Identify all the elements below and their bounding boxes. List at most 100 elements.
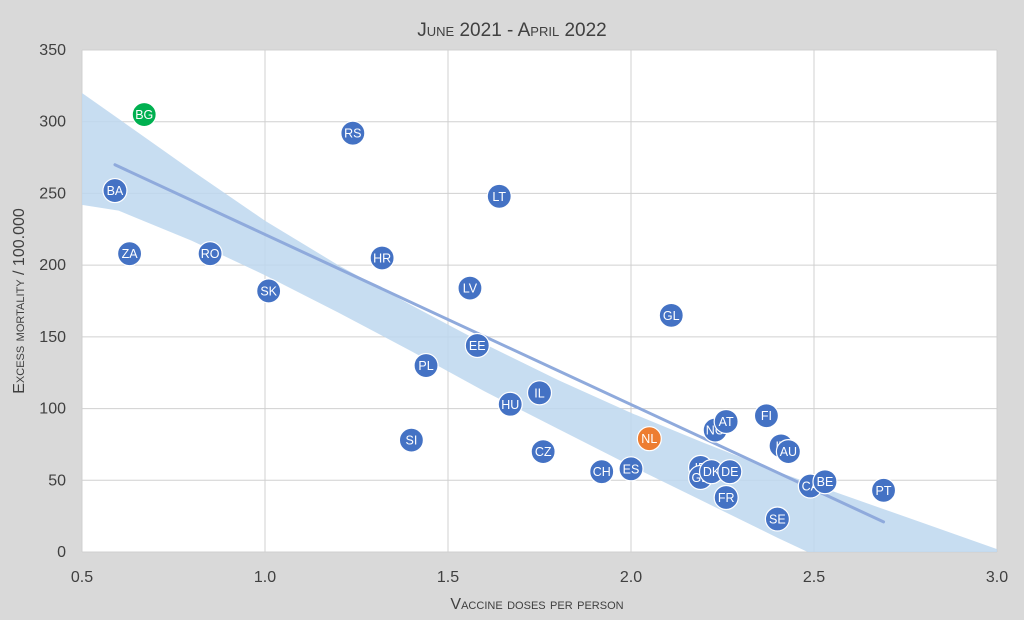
y-tick-label: 150	[39, 329, 66, 346]
data-point-rs: RS	[340, 120, 366, 146]
data-point-label: LT	[492, 190, 506, 204]
data-point-label: FR	[718, 491, 735, 505]
x-tick-label: 1.5	[437, 569, 459, 586]
data-point-marker	[102, 177, 128, 204]
x-axis-label: Vaccine doses per person	[450, 596, 623, 613]
data-point-ee: EE	[464, 332, 490, 359]
data-point-label: HU	[501, 398, 519, 412]
data-point-marker	[369, 245, 395, 271]
data-point-bg: BG	[131, 101, 157, 128]
data-point-label: BA	[107, 184, 124, 198]
data-point-marker	[116, 241, 143, 267]
data-point-gl: GL	[658, 302, 684, 328]
data-point-marker	[256, 278, 282, 304]
data-point-marker	[131, 101, 157, 128]
data-point-si: SI	[398, 427, 424, 453]
data-point-label: PL	[418, 359, 433, 373]
data-point-nl: NL	[636, 426, 662, 452]
data-point-label: CH	[593, 465, 611, 479]
y-tick-label: 200	[39, 257, 66, 274]
data-point-marker	[764, 506, 791, 532]
data-point-marker	[775, 439, 801, 465]
data-point-label: SK	[260, 284, 277, 298]
data-point-marker	[870, 477, 897, 503]
y-tick-label: 0	[57, 544, 66, 561]
data-point-pt: PT	[870, 477, 897, 503]
data-point-label: RO	[201, 247, 220, 261]
data-point-marker	[530, 439, 556, 465]
data-point-be: BE	[812, 469, 838, 495]
data-point-marker	[658, 302, 684, 328]
data-point-ro: RO	[197, 241, 223, 267]
data-point-il: IL	[526, 380, 553, 406]
data-point-marker	[618, 456, 644, 482]
data-point-marker	[340, 120, 366, 146]
data-point-marker	[457, 275, 483, 301]
x-tick-label: 3.0	[986, 569, 1008, 586]
data-point-label: FI	[761, 409, 772, 423]
plot-area	[82, 50, 997, 552]
x-tick-label: 1.0	[254, 569, 276, 586]
data-point-marker	[526, 380, 553, 406]
y-tick-label: 350	[39, 42, 66, 59]
data-point-marker	[197, 241, 223, 267]
data-point-lv: LV	[457, 275, 483, 301]
data-point-marker	[812, 469, 838, 495]
data-point-label: CZ	[535, 445, 552, 459]
data-point-label: HR	[373, 251, 391, 265]
data-point-hu: HU	[497, 391, 523, 417]
data-point-label: DK	[703, 465, 721, 479]
data-point-marker	[713, 408, 739, 435]
data-point-marker	[717, 459, 743, 485]
data-point-marker	[589, 459, 615, 485]
data-point-pl: PL	[413, 352, 439, 379]
data-point-marker	[753, 403, 780, 429]
data-point-label: BG	[135, 108, 153, 122]
data-point-cz: CZ	[530, 439, 556, 465]
data-point-marker	[497, 391, 523, 417]
trend-line-layer	[113, 163, 886, 524]
data-point-marker	[398, 427, 424, 453]
data-point-label: EE	[469, 339, 486, 353]
data-point-hr: HR	[369, 245, 395, 271]
y-tick-label: 50	[48, 472, 66, 489]
data-point-lt: LT	[486, 183, 512, 209]
data-point-marker	[636, 426, 662, 452]
data-point-marker	[413, 352, 439, 379]
data-point-se: SE	[764, 506, 791, 532]
data-point-label: SE	[769, 513, 786, 527]
chart-title: June 2021 - April 2022	[417, 20, 606, 41]
data-point-label: ES	[623, 462, 640, 476]
data-point-es: ES	[618, 456, 644, 482]
y-tick-label: 100	[39, 401, 66, 418]
data-point-label: GL	[663, 309, 680, 323]
data-point-dk: DK	[698, 459, 725, 485]
data-point-label: DE	[721, 465, 738, 479]
data-point-label: AU	[780, 445, 797, 459]
data-point-marker	[486, 183, 512, 209]
y-axis-label: Excess mortality / 100.000	[11, 208, 28, 394]
data-point-marker	[713, 484, 739, 511]
data-point-label: PT	[876, 484, 892, 498]
data-point-au: AU	[775, 439, 801, 465]
data-point-label: AT	[719, 415, 734, 429]
y-tick-label: 300	[39, 114, 66, 131]
trend-line	[113, 163, 886, 524]
data-point-label: IL	[534, 386, 544, 400]
y-tick-label: 250	[39, 185, 66, 202]
data-point-label: ZA	[122, 247, 139, 261]
data-point-za: ZA	[116, 241, 143, 267]
data-point-fr: FR	[713, 484, 739, 511]
data-points: BGBAZAROSKRSHRSIPLLVEELTHUILCZCHESNLGLIE…	[102, 101, 897, 532]
data-point-sk: SK	[256, 278, 282, 304]
x-tick-label: 2.5	[803, 569, 825, 586]
data-point-label: BE	[817, 475, 834, 489]
grid-lines	[81, 49, 998, 553]
x-tick-label: 0.5	[71, 569, 93, 586]
data-point-fi: FI	[753, 403, 780, 429]
data-point-ch: CH	[589, 459, 615, 485]
data-point-at: AT	[713, 408, 739, 435]
data-point-label: LV	[463, 282, 478, 296]
